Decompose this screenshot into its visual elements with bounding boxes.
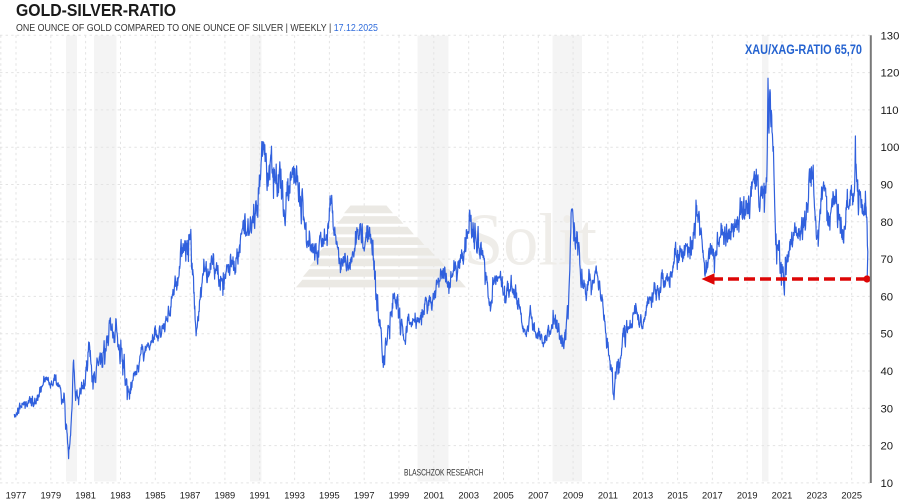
svg-text:1983: 1983 [110, 491, 131, 501]
svg-text:40: 40 [881, 366, 894, 378]
svg-text:2015: 2015 [667, 491, 688, 501]
svg-text:2017: 2017 [702, 491, 723, 501]
svg-text:ONE OUNCE OF GOLD COMPARED TO: ONE OUNCE OF GOLD COMPARED TO ONE OUNCE … [16, 23, 378, 34]
svg-text:2003: 2003 [458, 491, 479, 501]
svg-text:XAU/XAG-RATIO 65,70: XAU/XAG-RATIO 65,70 [745, 42, 862, 57]
svg-text:80: 80 [881, 217, 894, 229]
svg-text:100: 100 [881, 142, 900, 154]
svg-text:1985: 1985 [145, 491, 166, 501]
svg-text:60: 60 [881, 291, 894, 303]
svg-text:1991: 1991 [249, 491, 270, 501]
svg-text:1977: 1977 [6, 491, 27, 501]
svg-text:2019: 2019 [737, 491, 758, 501]
svg-text:130: 130 [881, 30, 900, 42]
svg-text:2025: 2025 [841, 491, 862, 501]
svg-text:1993: 1993 [284, 491, 305, 501]
svg-text:2021: 2021 [772, 491, 793, 501]
svg-text:1999: 1999 [389, 491, 410, 501]
svg-text:1987: 1987 [180, 491, 201, 501]
svg-text:120: 120 [881, 68, 900, 80]
svg-text:50: 50 [881, 329, 894, 341]
svg-text:2007: 2007 [528, 491, 549, 501]
svg-text:2023: 2023 [807, 491, 828, 501]
svg-text:1997: 1997 [354, 491, 375, 501]
svg-text:1995: 1995 [319, 491, 340, 501]
svg-text:30: 30 [881, 403, 894, 415]
svg-text:2001: 2001 [423, 491, 444, 501]
svg-text:20: 20 [881, 441, 894, 453]
svg-text:GOLD-SILVER-RATIO: GOLD-SILVER-RATIO [16, 0, 176, 20]
svg-text:90: 90 [881, 180, 894, 192]
svg-text:2005: 2005 [493, 491, 514, 501]
svg-text:110: 110 [881, 105, 899, 117]
svg-text:10: 10 [881, 478, 894, 490]
svg-text:2011: 2011 [598, 491, 618, 501]
svg-text:1981: 1981 [75, 491, 96, 501]
svg-text:70: 70 [881, 254, 894, 266]
svg-text:2013: 2013 [632, 491, 653, 501]
svg-text:1989: 1989 [215, 491, 236, 501]
svg-text:2009: 2009 [563, 491, 584, 501]
svg-text:BLASCHZOK RESEARCH: BLASCHZOK RESEARCH [404, 468, 484, 479]
svg-text:1979: 1979 [40, 491, 61, 501]
